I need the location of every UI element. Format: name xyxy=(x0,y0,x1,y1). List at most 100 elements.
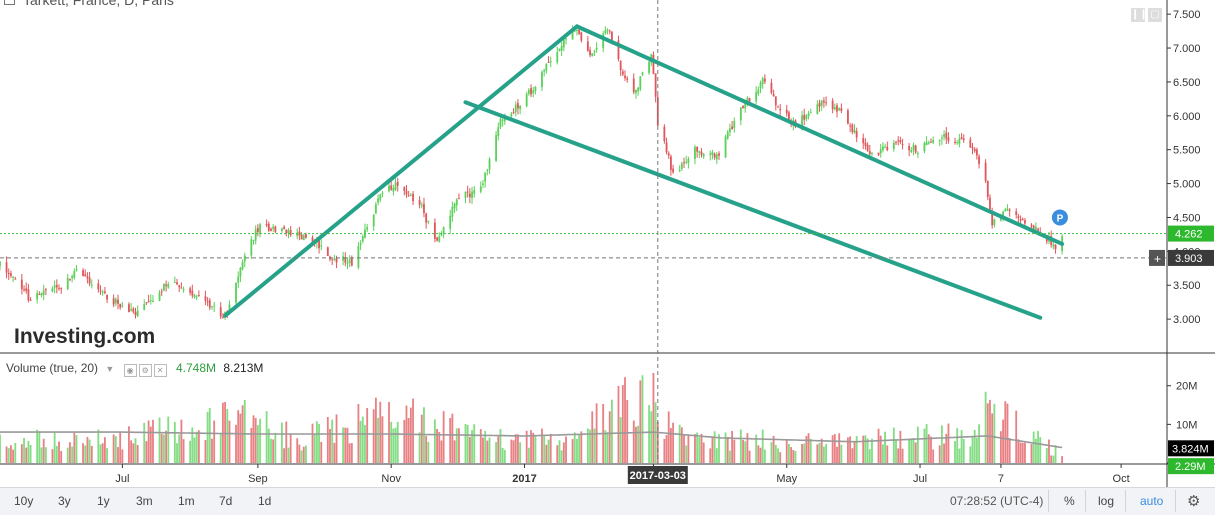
candle-body xyxy=(239,268,242,277)
candle-body xyxy=(497,127,500,137)
volume-bar xyxy=(280,422,283,463)
price-chart[interactable]: Investing.com3.0003.5004.0004.5005.0005.… xyxy=(0,0,1215,487)
auto-toggle[interactable]: auto xyxy=(1140,494,1164,508)
candle-body xyxy=(960,137,963,140)
candle-body xyxy=(1021,219,1024,221)
chevron-down-icon[interactable]: ▼ xyxy=(105,364,115,374)
candle-body xyxy=(379,194,382,200)
volume-bar xyxy=(803,443,806,463)
volume-bar xyxy=(1017,439,1020,463)
candle-body xyxy=(742,105,744,108)
volume-bar xyxy=(285,421,288,463)
volume-bar xyxy=(591,411,594,463)
candle-body xyxy=(427,220,430,222)
volume-bar xyxy=(816,444,819,463)
volume-bar xyxy=(604,430,607,463)
candle-body xyxy=(543,70,546,72)
volume-bar xyxy=(744,441,747,463)
timeframe-7d[interactable]: 7d xyxy=(219,494,233,508)
timeframe-1y[interactable]: 1y xyxy=(97,494,110,508)
volume-bar xyxy=(346,427,349,463)
crosshair-plus-button xyxy=(1149,249,1165,266)
volume-bar xyxy=(562,442,565,463)
volume-bar xyxy=(892,427,895,463)
timeframe-1d[interactable]: 1d xyxy=(258,494,272,508)
candle-body xyxy=(757,89,760,94)
candle-body xyxy=(206,301,209,303)
eye-icon[interactable]: ◉ xyxy=(123,364,137,377)
candle-body xyxy=(562,39,565,48)
volume-bar xyxy=(1034,438,1037,463)
volume-bar xyxy=(639,380,642,463)
candle-body xyxy=(152,300,154,302)
volume-bar xyxy=(683,434,685,463)
candle-body xyxy=(440,234,443,236)
percent-toggle[interactable]: % xyxy=(1064,494,1075,508)
timeframe-3m[interactable]: 3m xyxy=(136,494,153,508)
volume-bar xyxy=(794,451,797,463)
candle-body xyxy=(969,139,972,148)
collapse-box-icon[interactable] xyxy=(4,0,15,5)
volume-bar xyxy=(180,419,183,463)
timeframe-3y[interactable]: 3y xyxy=(58,494,71,508)
maximize-icon[interactable]: ▢ xyxy=(1148,8,1162,22)
volume-legend: Volume (true, 20) ▼ ◉ ⚙ ✕ 4.748M 8.213M xyxy=(6,361,263,377)
candle-body xyxy=(488,159,491,170)
candle-body xyxy=(805,115,808,120)
candle-body xyxy=(803,114,806,120)
candle-body xyxy=(176,282,178,285)
volume-bar xyxy=(822,446,825,463)
volume-bar xyxy=(864,435,867,463)
candle-body xyxy=(724,136,727,158)
candle-body xyxy=(1008,209,1011,211)
pause-icon[interactable]: ❙❙ xyxy=(1131,8,1148,22)
candle-body xyxy=(302,235,305,241)
candle-body xyxy=(1052,244,1055,247)
volume-bar xyxy=(14,442,17,463)
log-toggle[interactable]: log xyxy=(1098,494,1115,508)
candle-body xyxy=(466,191,469,193)
candle-body xyxy=(346,262,349,264)
candle-body xyxy=(112,298,115,305)
volume-bar xyxy=(503,449,506,463)
candle-body xyxy=(685,161,688,163)
volume-bar xyxy=(669,428,672,463)
candle-body xyxy=(420,205,423,207)
volume-bar xyxy=(571,439,574,463)
candle-body xyxy=(438,236,441,242)
candle-body xyxy=(1006,208,1009,211)
volume-bar xyxy=(820,438,823,463)
volume-bar xyxy=(267,428,270,463)
close-icon[interactable]: ✕ xyxy=(153,364,167,377)
timeframe-1m[interactable]: 1m xyxy=(178,494,195,508)
volume-bar xyxy=(632,420,635,463)
candle-body xyxy=(158,292,161,301)
volume-bar xyxy=(648,405,650,463)
candle-body xyxy=(608,30,611,32)
candle-body xyxy=(289,229,292,236)
volume-bar xyxy=(868,449,871,463)
bottom-toolbar: 10y 3y 1y 3m 1m 7d 1d 07:28:52 (UTC-4) %… xyxy=(0,487,1215,515)
volume-bar xyxy=(853,441,856,463)
volume-bar xyxy=(1030,444,1033,463)
candle-body xyxy=(1002,211,1005,217)
candle-body xyxy=(167,284,170,288)
volume-bar xyxy=(348,443,351,463)
price-tick-label: 6.500 xyxy=(1173,77,1201,89)
candle-body xyxy=(759,82,762,89)
candle-body xyxy=(1032,225,1035,229)
volume-bar xyxy=(715,448,718,463)
settings-icon[interactable]: ⚙ xyxy=(138,364,152,377)
volume-bar xyxy=(530,430,532,463)
volume-bar xyxy=(665,434,668,463)
volume-bar xyxy=(785,439,788,463)
volume-bar xyxy=(558,440,561,463)
volume-bar xyxy=(731,430,734,463)
gear-icon[interactable]: ⚙ xyxy=(1187,493,1201,510)
candle-body xyxy=(746,97,749,102)
volume-bar xyxy=(165,430,168,463)
volume-bar xyxy=(224,401,227,463)
timeframe-10y[interactable]: 10y xyxy=(14,494,34,508)
candle-body xyxy=(560,46,563,51)
